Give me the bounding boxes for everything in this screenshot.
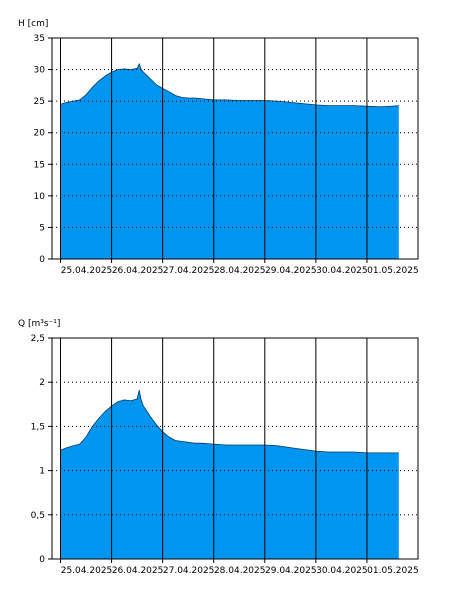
level-series-line bbox=[60, 62, 399, 108]
level-y-tick-label: 0 bbox=[39, 255, 45, 265]
discharge-x-tick-label: 01.05.2025 bbox=[367, 566, 419, 576]
discharge-x-tick-label: 26.04.2025 bbox=[112, 566, 164, 576]
level-y-tick-label: 25 bbox=[34, 97, 45, 107]
discharge-x-tick-label: 30.04.2025 bbox=[316, 566, 368, 576]
discharge-y-tick-label: 2 bbox=[39, 378, 45, 388]
level-x-tick-label: 25.04.2025 bbox=[61, 266, 113, 276]
level-plot-frame bbox=[51, 37, 419, 260]
level-x-tick-label: 01.05.2025 bbox=[367, 266, 419, 276]
level-y-tick-label: 5 bbox=[39, 223, 45, 233]
level-y-axis-label: H [cm] bbox=[18, 19, 48, 29]
discharge-plot-frame bbox=[51, 337, 419, 560]
discharge-y-tick-label: 0 bbox=[39, 555, 45, 565]
level-x-tick-label: 26.04.2025 bbox=[112, 266, 164, 276]
level-y-tick-label: 15 bbox=[34, 160, 45, 170]
discharge-y-tick-label: 0,5 bbox=[31, 511, 45, 521]
discharge-y-tick-label: 2,5 bbox=[31, 334, 45, 344]
level-y-tick-label: 30 bbox=[34, 66, 46, 76]
level-y-tick-label: 20 bbox=[34, 129, 46, 139]
discharge-y-axis-label: Q [m³s⁻¹] bbox=[18, 319, 60, 329]
discharge-x-tick-label: 29.04.2025 bbox=[265, 566, 317, 576]
level-x-tick-label: 30.04.2025 bbox=[316, 266, 368, 276]
level-x-tick-label: 28.04.2025 bbox=[214, 266, 266, 276]
level-area-series bbox=[60, 63, 399, 260]
level-x-tick-label: 29.04.2025 bbox=[265, 266, 317, 276]
discharge-area-series bbox=[60, 390, 399, 559]
water-level-plot: H [cm] 0 5 10 15 20 25 30 35 25.04.2025 26.04.2025… bbox=[18, 19, 419, 276]
level-x-tick-label: 27.04.2025 bbox=[163, 266, 215, 276]
discharge-x-tick-label: 28.04.2025 bbox=[214, 566, 266, 576]
discharge-plot: Q [m³s⁻¹] 0 0,5 1 1,5 2 2,5 25.04.2025 26.04.202… bbox=[18, 319, 419, 576]
discharge-y-tick-label: 1,5 bbox=[31, 422, 45, 432]
discharge-series-line bbox=[60, 390, 399, 454]
discharge-x-tick-label: 25.04.2025 bbox=[61, 566, 113, 576]
water-level-chart: H [cm] 0 5 10 15 20 25 30 35 25.04.2025 26.04.2025… bbox=[18, 19, 419, 276]
discharge-chart: Q [m³s⁻¹] 0 0,5 1 1,5 2 2,5 25.04.2025 26.04.202… bbox=[0, 300, 450, 600]
discharge-y-tick-label: 1 bbox=[39, 467, 45, 477]
level-y-tick-label: 35 bbox=[34, 34, 45, 44]
discharge-x-tick-label: 27.04.2025 bbox=[163, 566, 215, 576]
level-y-tick-label: 10 bbox=[34, 192, 46, 202]
